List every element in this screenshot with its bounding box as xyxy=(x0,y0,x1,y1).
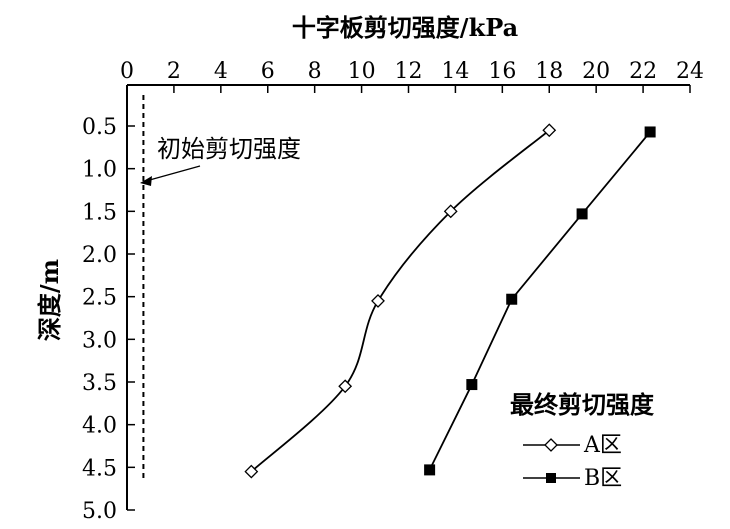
y-tick-label: 4.0 xyxy=(82,414,117,439)
data-point-a xyxy=(371,294,385,308)
y-tick-label: 2.5 xyxy=(82,286,117,311)
data-point-b xyxy=(506,293,518,305)
data-point-a xyxy=(244,464,259,479)
legend-label-a: A区 xyxy=(583,433,622,458)
x-tick-label: 8 xyxy=(308,59,322,84)
data-point-a xyxy=(542,123,557,138)
series-line-b xyxy=(428,131,651,471)
legend-marker-diamond-icon xyxy=(544,438,558,452)
x-tick-label: 20 xyxy=(582,59,610,84)
x-tick-label: 16 xyxy=(488,59,516,84)
y-ticks: 0.5 1.0 1.5 2.0 2.5 3.0 3.5 4.0 4.5 5.0 xyxy=(82,115,135,524)
x-tick-label: 0 xyxy=(120,59,134,84)
x-tick-label: 22 xyxy=(629,59,657,84)
data-point-a xyxy=(443,204,458,219)
y-tick-label: 1.5 xyxy=(82,200,117,225)
y-axis-title: 深度/m xyxy=(35,259,64,341)
x-tick-label: 24 xyxy=(676,59,704,84)
data-point-a xyxy=(338,379,353,394)
y-tick-label: 3.0 xyxy=(82,328,117,353)
y-tick-label: 1.0 xyxy=(82,158,117,183)
annotation-arrow xyxy=(145,165,201,182)
annotation-arrowhead-icon xyxy=(140,176,152,186)
x-tick-label: 18 xyxy=(535,59,563,84)
x-tick-label: 14 xyxy=(441,59,469,84)
x-tick-label: 10 xyxy=(348,59,376,84)
y-tick-label: 3.5 xyxy=(82,371,117,396)
data-point-b xyxy=(466,379,478,391)
x-tick-label: 12 xyxy=(395,59,423,84)
y-tick-label: 4.5 xyxy=(82,456,117,481)
x-ticks: 0 2 4 6 8 10 12 14 16 18 20 22 24 xyxy=(120,59,704,93)
series-line-a xyxy=(250,129,550,473)
legend-title: 最终剪切强度 xyxy=(510,390,655,419)
data-point-b xyxy=(644,126,656,138)
y-tick-label: 5.0 xyxy=(82,499,117,524)
x-tick-label: 2 xyxy=(167,59,181,84)
y-tick-label: 0.5 xyxy=(82,115,117,140)
data-point-b xyxy=(424,464,436,476)
legend-marker-square-icon xyxy=(546,473,556,483)
legend: 最终剪切强度 A区 B区 xyxy=(510,390,655,491)
data-point-b xyxy=(576,208,588,220)
annotation-initial-shear: 初始剪切强度 xyxy=(157,135,301,163)
x-tick-label: 6 xyxy=(261,59,275,84)
series-layer xyxy=(244,123,656,479)
legend-label-b: B区 xyxy=(584,466,622,491)
x-tick-label: 4 xyxy=(214,59,228,84)
y-tick-label: 2.0 xyxy=(82,243,117,268)
x-axis-title: 十字板剪切强度/kPa xyxy=(292,13,518,42)
